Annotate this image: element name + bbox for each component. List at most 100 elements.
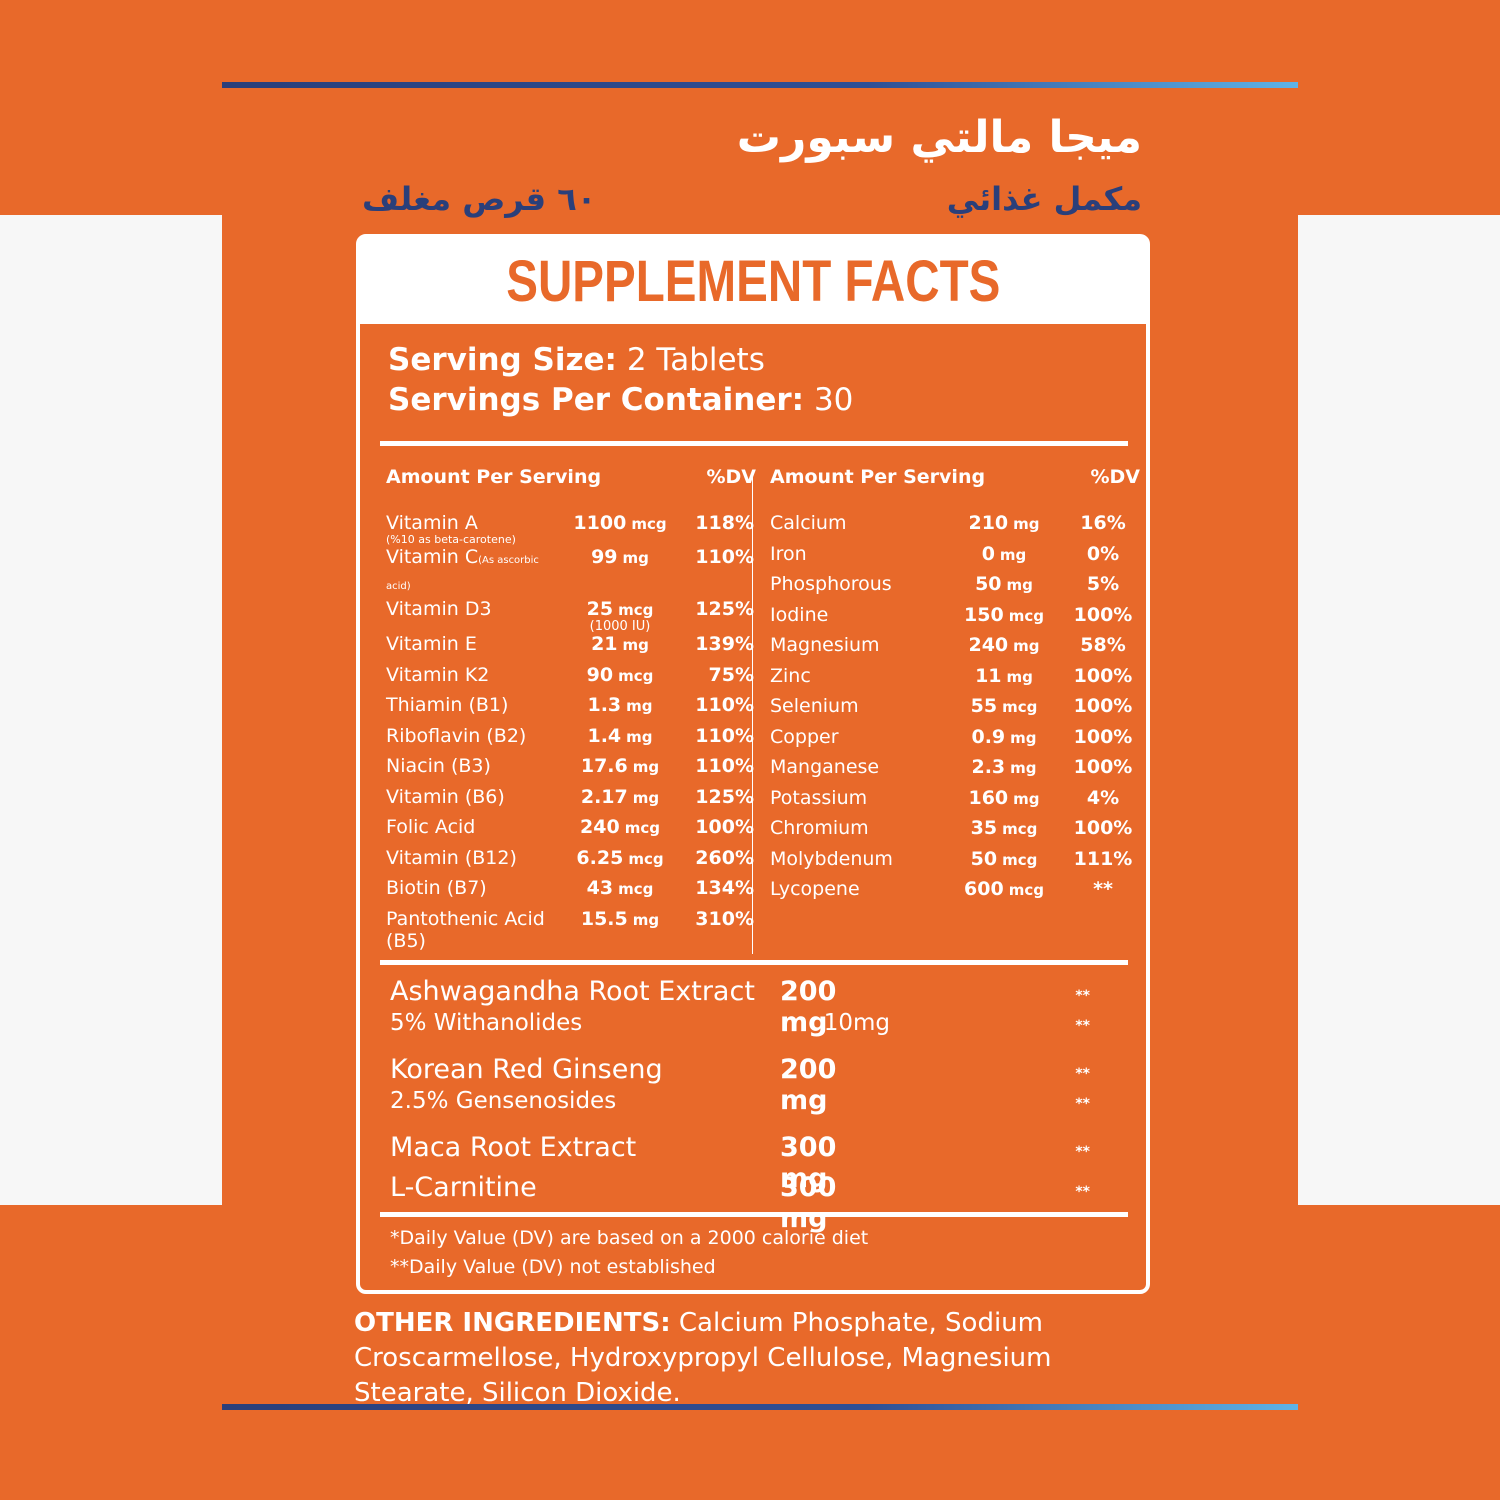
nutrient-dv: 134% xyxy=(695,877,754,899)
nutrient-row: Manganese 2.3 mg 100% xyxy=(770,756,1140,787)
amount-value: 17.6 xyxy=(580,755,628,777)
nutrient-label: Manganese xyxy=(770,756,880,778)
amount-unit: mg xyxy=(1013,637,1040,655)
amount-value: 240 xyxy=(968,634,1009,656)
other-ingredients: OTHER INGREDIENTS: Calcium Phosphate, So… xyxy=(354,1306,1174,1411)
amount-value: 150 xyxy=(964,603,1004,626)
nutrient-label: Vitamin D3 xyxy=(386,598,492,620)
nutrient-amount: 90 mcg xyxy=(556,664,684,687)
nutrient-amount: 1100 mcg xyxy=(556,512,684,535)
nutrient-row: Vitamin (B12) 6.25 mcg 260% xyxy=(386,847,756,878)
nutrient-row: Chromium 35 mcg 100% xyxy=(770,817,1140,848)
nutrient-amount: 240 mcg xyxy=(556,816,684,839)
nutrient-label: Thiamin (B1) xyxy=(386,694,509,716)
component-name: 2.5% Gensenosides xyxy=(390,1088,617,1114)
amount-unit: mg xyxy=(626,727,653,746)
nutrient-row: Zinc 11 mg 100% xyxy=(770,665,1140,696)
nutrient-row: Copper 0.9 mg 100% xyxy=(770,726,1140,757)
nutrient-name: Thiamin (B1) xyxy=(386,694,556,716)
product-title: ميجا مالتي سبورت xyxy=(736,112,1142,163)
nutrient-amount: 11 mg xyxy=(940,665,1068,688)
extract-name: Ashwagandha Root Extract xyxy=(390,976,755,1007)
nutrient-dv: 260% xyxy=(695,846,754,869)
extract-amount: 200 mg xyxy=(780,1054,837,1116)
nutrient-row: Calcium 210 mg 16% xyxy=(770,512,1140,543)
nutrient-label: Chromium xyxy=(770,817,869,839)
nutrient-amount: 150 mcg xyxy=(940,604,1068,627)
extract-amount: 300 mg xyxy=(780,1172,837,1234)
amount-unit: mcg xyxy=(1008,606,1044,625)
nutrient-row: Potassium 160 mg 4% xyxy=(770,787,1140,818)
nutrient-dv: 58% xyxy=(1080,634,1126,656)
footnotes: *Daily Value (DV) are based on a 2000 ca… xyxy=(390,1224,868,1282)
nutrient-row: Vitamin E 21 mg 139% xyxy=(386,633,756,664)
amount-value: 50 xyxy=(970,847,998,870)
nutrient-dv: 100% xyxy=(1073,664,1133,687)
component-dv: ** xyxy=(1075,1018,1090,1034)
nutrient-name: Potassium xyxy=(770,787,940,809)
nutrient-row: Iron 0 mg 0% xyxy=(770,543,1140,574)
nutrient-note: (%10 as beta-carotene) xyxy=(386,533,516,546)
nutrient-name: Vitamin K2 xyxy=(386,664,556,686)
divider xyxy=(380,441,1128,446)
nutrient-dv: 111% xyxy=(1073,847,1133,870)
extract-dv: ** xyxy=(1075,1066,1090,1082)
amount-unit: mg xyxy=(622,636,649,654)
servings-label: Servings Per Container: xyxy=(388,382,805,418)
nutrient-dv: 100% xyxy=(1073,603,1133,626)
extract-amount: 200 mg xyxy=(780,976,837,1038)
amount-value: 6.25 xyxy=(576,846,624,869)
nutrient-amount: 0.9 mg xyxy=(940,726,1068,749)
nutrient-row: Iodine 150 mcg 100% xyxy=(770,604,1140,635)
nutrient-row: Lycopene 600 mcg ** xyxy=(770,878,1140,909)
nutrient-label: Vitamin A xyxy=(386,512,478,534)
nutrient-name: Vitamin E xyxy=(386,633,556,655)
nutrient-dv: 100% xyxy=(1073,756,1133,778)
extract-row: Maca Root Extract 300 mg ** xyxy=(390,1132,1120,1194)
nutrient-name: Zinc xyxy=(770,665,940,687)
extract-name: Maca Root Extract xyxy=(390,1132,637,1163)
amount-unit: mg xyxy=(632,758,660,776)
nutrient-name: Biotin (B7) xyxy=(386,877,556,899)
amount-value: 11 xyxy=(975,664,1002,687)
nutrient-dv: 118% xyxy=(695,512,754,534)
nutrient-dv: 139% xyxy=(695,633,754,655)
nutrient-amount: 210 mg xyxy=(940,512,1068,535)
nutrient-label: Vitamin C xyxy=(386,546,479,568)
top-rule xyxy=(222,82,1298,88)
component-dv: ** xyxy=(1075,1096,1090,1112)
nutrient-name: Niacin (B3) xyxy=(386,755,556,777)
amount-unit: mg xyxy=(1010,759,1037,777)
nutrient-amount: 160 mg xyxy=(940,787,1068,810)
amount-unit: mcg xyxy=(618,601,654,619)
nutrient-label: Vitamin (B6) xyxy=(386,785,505,808)
nutrient-amount: 1.4 mg xyxy=(556,725,684,748)
nutrient-amount: 55 mcg xyxy=(940,695,1068,718)
amount-unit: mg xyxy=(999,545,1027,564)
nutrient-amount: 50 mcg xyxy=(940,848,1068,871)
nutrient-amount: 240 mg xyxy=(940,634,1068,657)
nutrient-name: Iron xyxy=(770,543,940,565)
nutrient-label: Pantothenic Acid (B5) xyxy=(386,907,545,952)
extract-dv: ** xyxy=(1075,988,1090,1004)
component-amount: 10mg xyxy=(823,1010,890,1036)
amount-unit: mg xyxy=(1010,728,1037,747)
nutrient-note: (As ascorbic acid) xyxy=(386,555,539,592)
amount-unit: mg xyxy=(626,697,653,715)
nutrient-label: Vitamin E xyxy=(386,633,477,655)
amount-unit: mcg xyxy=(1002,850,1038,869)
nutrient-row: Pantothenic Acid (B5) 15.5 mg 310% xyxy=(386,908,756,952)
nutrient-dv: 110% xyxy=(695,694,754,716)
servings: 30 xyxy=(813,382,854,418)
amount-header: Amount Per Serving xyxy=(386,466,602,488)
facts-title: SUPPLEMENT FACTS xyxy=(505,248,1001,314)
nutrient-dv: ** xyxy=(1093,878,1113,900)
nutrient-amount: 6.25 mcg xyxy=(556,847,684,870)
nutrient-row: Selenium 55 mcg 100% xyxy=(770,695,1140,726)
nutrient-row: Thiamin (B1) 1.3 mg 110% xyxy=(386,694,756,725)
nutrient-name: Riboflavin (B2) xyxy=(386,725,556,747)
extract-dv: ** xyxy=(1075,1144,1090,1160)
amount-value: 0 xyxy=(981,542,995,565)
nutrient-name: Vitamin A (%10 as beta-carotene) xyxy=(386,512,556,546)
footnote: *Daily Value (DV) are based on a 2000 ca… xyxy=(390,1227,869,1249)
